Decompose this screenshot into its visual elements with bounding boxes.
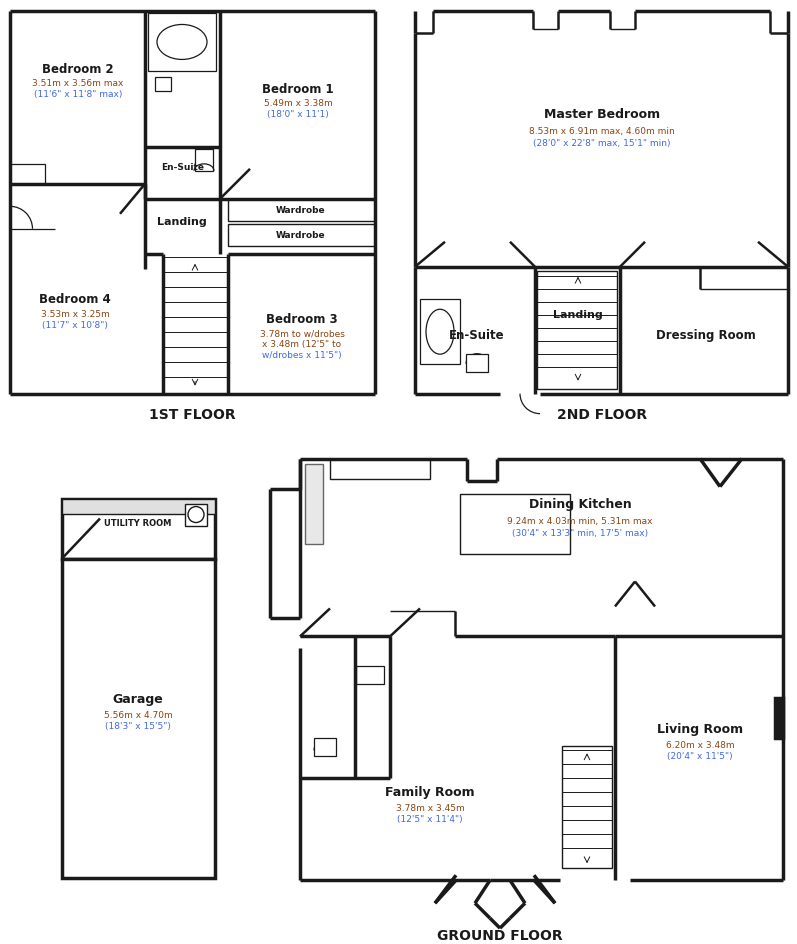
Bar <box>62 499 215 559</box>
Text: Landing: Landing <box>553 310 603 319</box>
Text: 5.56m x 4.70m: 5.56m x 4.70m <box>104 710 172 719</box>
Ellipse shape <box>426 310 454 355</box>
Text: Wardrobe: Wardrobe <box>277 206 326 215</box>
Bar <box>314 738 336 756</box>
Text: x 3.48m (12'5" to: x 3.48m (12'5" to <box>262 340 342 349</box>
Bar <box>466 354 488 372</box>
Text: (20'4" x 11'5"): (20'4" x 11'5") <box>667 751 732 760</box>
Text: 1ST FLOOR: 1ST FLOOR <box>149 407 235 421</box>
Text: 3.78m x 3.45m: 3.78m x 3.45m <box>395 803 465 812</box>
Bar <box>356 666 384 684</box>
Text: UTILITY ROOM: UTILITY ROOM <box>104 518 171 528</box>
Text: 9.24m x 4.03m min, 5.31m max: 9.24m x 4.03m min, 5.31m max <box>507 516 653 526</box>
Text: Bedroom 4: Bedroom 4 <box>39 293 111 306</box>
Bar <box>155 77 171 92</box>
Text: Dressing Room: Dressing Room <box>656 329 756 342</box>
Text: Living Room: Living Room <box>657 722 743 735</box>
Bar <box>195 150 213 172</box>
Bar <box>420 299 460 364</box>
Bar <box>562 747 612 868</box>
Text: Family Room: Family Room <box>385 785 475 798</box>
Text: Garage: Garage <box>112 692 163 705</box>
Text: Bedroom 3: Bedroom 3 <box>266 312 338 326</box>
Bar <box>62 499 215 514</box>
Text: 8.53m x 6.91m max, 4.60m min: 8.53m x 6.91m max, 4.60m min <box>529 127 675 136</box>
Bar <box>775 699 783 738</box>
Text: Landing: Landing <box>157 216 207 227</box>
Text: 3.78m to w/drobes: 3.78m to w/drobes <box>260 329 344 338</box>
Bar <box>185 504 207 526</box>
Text: (11'7" x 10'8"): (11'7" x 10'8") <box>42 321 108 329</box>
Text: (18'0" x 11'1): (18'0" x 11'1) <box>267 110 329 119</box>
Text: (11'6" x 11'8" max): (11'6" x 11'8" max) <box>33 91 122 99</box>
Text: 3.53m x 3.25m: 3.53m x 3.25m <box>41 310 109 319</box>
Text: Wardrobe: Wardrobe <box>277 231 326 240</box>
Bar <box>330 459 430 479</box>
Text: (30'4" x 13'3" min, 17'5' max): (30'4" x 13'3" min, 17'5' max) <box>512 529 648 537</box>
Bar <box>228 225 375 246</box>
Bar <box>460 494 570 554</box>
Text: (18'3" x 15'5"): (18'3" x 15'5") <box>105 721 171 730</box>
Circle shape <box>188 507 204 523</box>
Bar <box>228 199 375 222</box>
Text: En-Suite: En-Suite <box>162 163 205 172</box>
Bar <box>537 272 617 389</box>
Bar <box>148 14 216 72</box>
Bar <box>62 559 215 878</box>
Bar <box>10 164 45 185</box>
Text: (12'5" x 11'4"): (12'5" x 11'4") <box>397 814 463 823</box>
Text: 5.49m x 3.38m: 5.49m x 3.38m <box>264 99 332 109</box>
Text: Dining Kitchen: Dining Kitchen <box>528 497 631 511</box>
Text: Master Bedroom: Master Bedroom <box>544 109 660 121</box>
Text: Bedroom 1: Bedroom 1 <box>262 83 334 96</box>
Text: GROUND FLOOR: GROUND FLOOR <box>438 928 563 942</box>
Text: w/drobes x 11'5"): w/drobes x 11'5") <box>262 351 342 360</box>
Ellipse shape <box>157 25 207 60</box>
Bar <box>305 464 323 544</box>
Text: (28'0" x 22'8" max, 15'1" min): (28'0" x 22'8" max, 15'1" min) <box>533 139 671 148</box>
Text: 2ND FLOOR: 2ND FLOOR <box>557 407 647 421</box>
Text: En-Suite: En-Suite <box>450 329 505 342</box>
Text: Bedroom 2: Bedroom 2 <box>42 63 114 76</box>
Text: 6.20m x 3.48m: 6.20m x 3.48m <box>665 740 734 749</box>
Text: 3.51m x 3.56m max: 3.51m x 3.56m max <box>33 79 124 89</box>
